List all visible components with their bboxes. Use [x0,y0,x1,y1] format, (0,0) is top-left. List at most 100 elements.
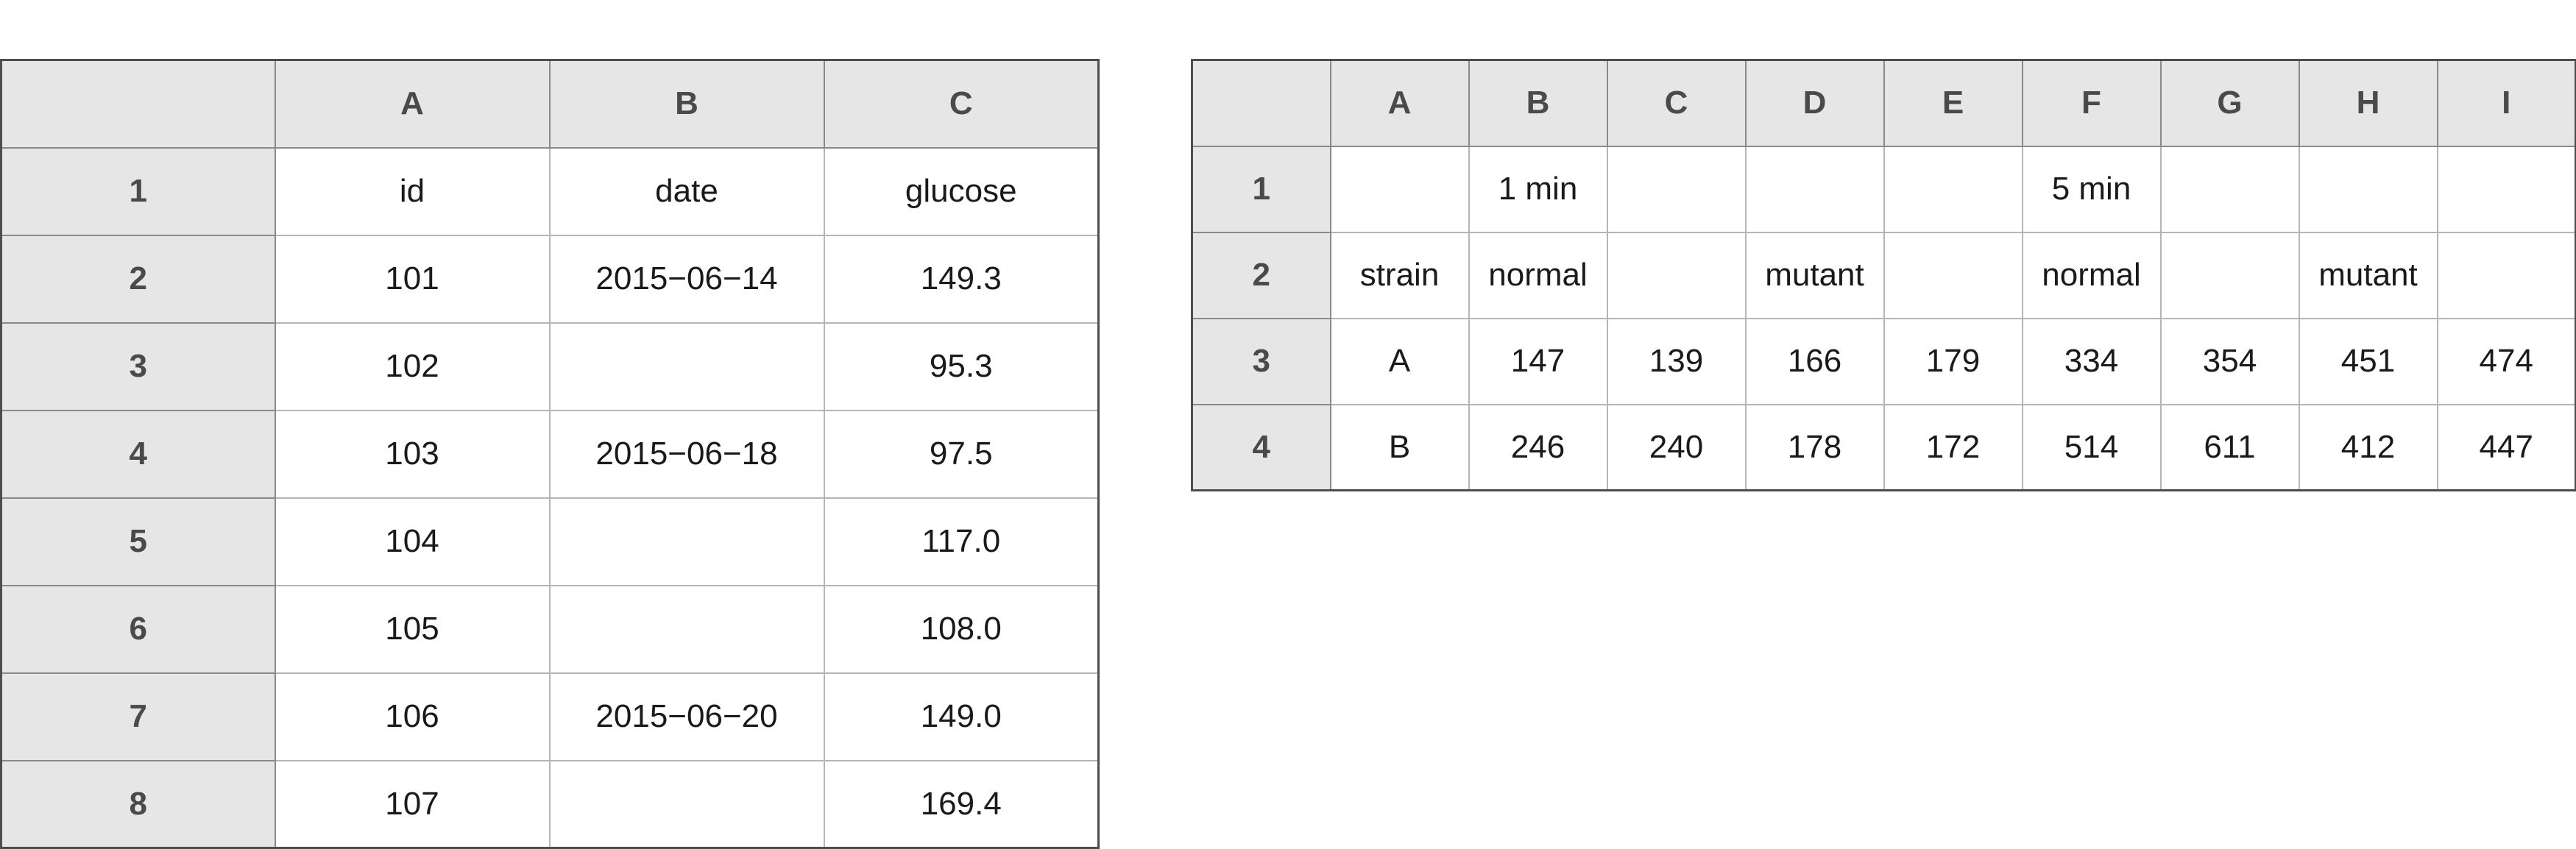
cell[interactable]: 2015−06−14 [548,234,825,324]
cell[interactable] [2159,231,2300,319]
cell[interactable]: 101 [274,234,551,324]
row-header[interactable]: 4 [0,409,276,499]
cell[interactable]: 354 [2159,317,2300,405]
table-row: 4 B 246 240 178 172 514 611 412 447 [1191,403,2576,491]
row-header[interactable]: 2 [0,234,276,324]
row-header[interactable]: 3 [0,322,276,411]
table-row: 2 strain normal mutant normal mutant [1191,231,2576,319]
column-header[interactable]: H [2298,59,2438,147]
cell[interactable]: A [1329,317,1470,405]
cell[interactable]: 1 min [1468,145,1608,233]
cell[interactable] [1606,145,1747,233]
cell[interactable]: normal [1468,231,1608,319]
cell[interactable]: 2015−06−18 [548,409,825,499]
cell[interactable]: 105 [274,584,551,674]
cell[interactable]: 611 [2159,403,2300,491]
cell[interactable] [548,584,825,674]
row-header[interactable]: 7 [0,672,276,761]
cell[interactable]: strain [1329,231,1470,319]
column-header[interactable]: I [2436,59,2576,147]
cell[interactable]: 106 [274,672,551,761]
cell[interactable]: B [1329,403,1470,491]
cell[interactable]: 474 [2436,317,2576,405]
cell[interactable] [2159,145,2300,233]
cell[interactable] [548,322,825,411]
cell[interactable]: id [274,146,551,236]
column-header[interactable]: C [1606,59,1747,147]
cell[interactable] [2436,145,2576,233]
cell[interactable] [1883,145,2023,233]
row-header[interactable]: 1 [1191,145,1331,233]
row-header[interactable]: 5 [0,497,276,586]
cell[interactable]: 107 [274,759,551,849]
cell[interactable]: glucose [823,146,1100,236]
row-header[interactable]: 1 [0,146,276,236]
cell[interactable]: normal [2021,231,2162,319]
cell[interactable]: 166 [1744,317,1885,405]
cell[interactable]: 147 [1468,317,1608,405]
column-header-row: A B C [0,59,1100,149]
cell[interactable]: mutant [2298,231,2438,319]
cell[interactable]: date [548,146,825,236]
column-header[interactable]: F [2021,59,2162,147]
table-row: 3 102 95.3 [0,322,1100,411]
row-header[interactable]: 2 [1191,231,1331,319]
cell[interactable] [1883,231,2023,319]
column-header[interactable]: C [823,59,1100,149]
cell[interactable]: 451 [2298,317,2438,405]
row-header[interactable]: 4 [1191,403,1331,491]
column-header[interactable]: A [1329,59,1470,147]
cell[interactable]: 117.0 [823,497,1100,586]
cell[interactable]: 179 [1883,317,2023,405]
cell[interactable] [2436,231,2576,319]
cell[interactable]: mutant [1744,231,1885,319]
corner-cell[interactable] [0,59,276,149]
cell[interactable]: 514 [2021,403,2162,491]
cell[interactable] [1329,145,1470,233]
cell[interactable]: 5 min [2021,145,2162,233]
table-row: 8 107 169.4 [0,759,1100,849]
column-header[interactable]: D [1744,59,1885,147]
table-row: 5 104 117.0 [0,497,1100,586]
cell[interactable] [548,759,825,849]
cell[interactable]: 103 [274,409,551,499]
corner-cell[interactable] [1191,59,1331,147]
left-spreadsheet: A B C 1 id date glucose 2 101 2015−06−14… [0,59,1100,849]
cell[interactable]: 97.5 [823,409,1100,499]
row-header[interactable]: 8 [0,759,276,849]
table-row: 1 id date glucose [0,146,1100,236]
cell[interactable]: 334 [2021,317,2162,405]
cell[interactable] [548,497,825,586]
cell[interactable]: 149.0 [823,672,1100,761]
column-header[interactable]: B [548,59,825,149]
cell[interactable]: 172 [1883,403,2023,491]
column-header[interactable]: E [1883,59,2023,147]
column-header[interactable]: B [1468,59,1608,147]
cell[interactable]: 149.3 [823,234,1100,324]
cell[interactable]: 2015−06−20 [548,672,825,761]
column-header[interactable]: G [2159,59,2300,147]
cell[interactable]: 246 [1468,403,1608,491]
right-spreadsheet: A B C D E F G H I 1 1 min 5 min 2 strain [1191,59,2576,491]
cell[interactable]: 108.0 [823,584,1100,674]
table-row: 7 106 2015−06−20 149.0 [0,672,1100,761]
table-row: 1 1 min 5 min [1191,145,2576,233]
cell[interactable]: 95.3 [823,322,1100,411]
cell[interactable]: 169.4 [823,759,1100,849]
cell[interactable]: 240 [1606,403,1747,491]
table-row: 3 A 147 139 166 179 334 354 451 474 [1191,317,2576,405]
row-header[interactable]: 6 [0,584,276,674]
table-row: 6 105 108.0 [0,584,1100,674]
cell[interactable] [2298,145,2438,233]
cell[interactable]: 447 [2436,403,2576,491]
column-header-row: A B C D E F G H I [1191,59,2576,147]
cell[interactable]: 412 [2298,403,2438,491]
cell[interactable] [1744,145,1885,233]
cell[interactable]: 104 [274,497,551,586]
cell[interactable] [1606,231,1747,319]
cell[interactable]: 139 [1606,317,1747,405]
row-header[interactable]: 3 [1191,317,1331,405]
cell[interactable]: 102 [274,322,551,411]
cell[interactable]: 178 [1744,403,1885,491]
column-header[interactable]: A [274,59,551,149]
